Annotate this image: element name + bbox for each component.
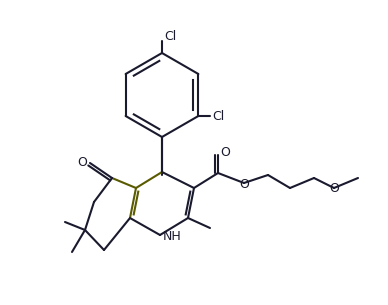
Text: NH: NH <box>163 229 182 242</box>
Text: Cl: Cl <box>164 30 176 44</box>
Text: O: O <box>220 146 230 160</box>
Text: O: O <box>239 178 249 191</box>
Text: Cl: Cl <box>212 109 225 123</box>
Text: O: O <box>77 156 87 168</box>
Text: O: O <box>329 182 339 196</box>
